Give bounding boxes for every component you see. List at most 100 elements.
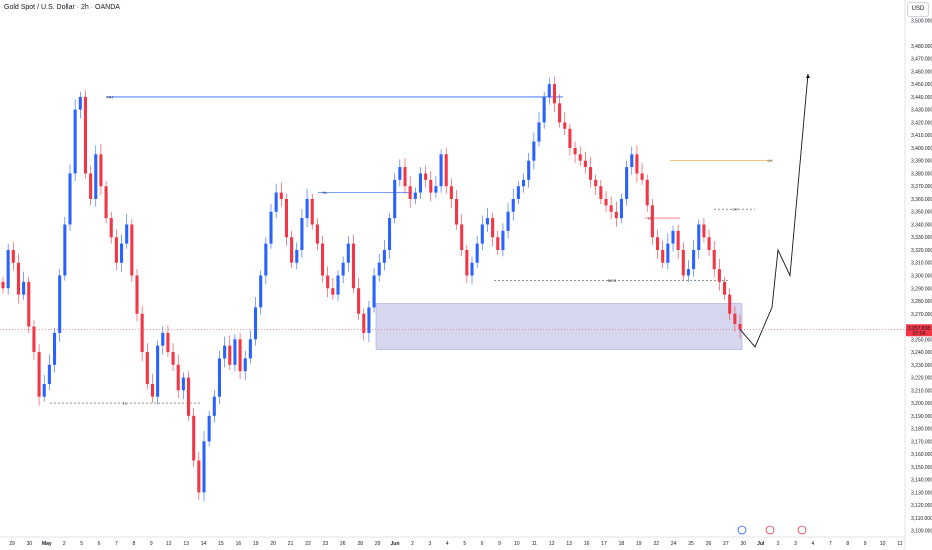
x-tick-label: 26 [706,541,712,547]
annotation-label: BOS [608,278,617,283]
candle-body [712,249,716,270]
candle-body [738,323,742,330]
candle-body [460,224,464,250]
candle-body [398,167,402,180]
x-tick-label: 16 [236,541,242,547]
candle-body [532,141,536,161]
candle-body [346,243,350,263]
y-tick-label: 3,360.000 [911,197,932,203]
candle-body [656,237,660,250]
candle-body [104,186,108,219]
candle-body [284,198,288,238]
candle-body [625,167,629,199]
y-tick-label: 3,280.000 [911,299,932,305]
candle-body [362,313,366,333]
y-tick-label: 3,450.000 [911,82,932,88]
candle-body [161,332,165,346]
candle-body [264,243,268,276]
candle-body [248,339,252,359]
us-flag-icon[interactable] [765,525,775,535]
candle-body [661,249,665,263]
y-tick-label: 3,310.000 [911,261,932,267]
demand-zone [375,303,743,350]
candle-body [6,249,10,289]
candle-body [217,358,221,397]
candle-body [315,224,319,244]
candle-body [583,160,587,168]
candle-body [717,269,721,282]
x-tick-label: 24 [671,541,677,547]
candle-body [22,281,26,295]
x-tick-label: 5 [463,541,466,547]
candle-body [496,237,500,250]
y-tick-label: 3,240.000 [911,350,932,356]
candle-body [243,358,247,372]
candle-body [516,186,520,199]
candle-body [16,262,20,295]
candle-body [47,364,51,384]
last-price-label: 3,257.838 [908,326,930,332]
candle-body [449,186,453,199]
currency-button[interactable]: USD [907,2,929,17]
y-tick-label: 3,150.000 [911,465,932,471]
candle-body [470,262,474,276]
x-tick-label: 3 [428,541,431,547]
candle-body [326,275,330,289]
candle-body [676,230,680,250]
lightning-icon[interactable] [737,525,747,535]
candle-body [697,224,701,250]
x-tick-label: 30 [741,541,747,547]
x-tick-label: 23 [323,541,329,547]
candle-body [439,154,443,187]
x-tick-label: 11 [532,541,537,547]
y-tick-label: 3,120.000 [911,503,932,509]
candle-body [707,237,711,250]
candle-body [455,198,459,225]
x-tick-label: May [42,541,52,547]
y-tick-label: 3,500.000 [911,18,932,24]
candle-body [233,339,237,365]
y-tick-label: 3,210.000 [911,388,932,394]
x-tick-label: 6 [98,541,101,547]
candle-body [78,96,82,110]
candle-body [723,281,727,295]
candle-body [94,154,98,199]
candle-body [171,352,175,365]
candle-body [11,249,15,263]
candle-body [475,243,479,263]
candle-body [269,211,273,244]
y-tick-label: 3,230.000 [911,363,932,369]
candle-body [408,186,412,199]
x-tick-label: 7 [829,541,832,547]
candle-body [357,288,361,314]
candle-body [367,307,371,333]
candle-body [130,224,134,276]
y-tick-label: 3,400.000 [911,146,932,152]
y-tick-label: 3,430.000 [911,108,932,114]
us-flag-icon[interactable] [797,525,807,535]
candle-body [156,345,160,397]
candle-body [120,243,124,263]
y-tick-label: 3,220.000 [911,376,932,382]
candle-body [310,198,314,225]
candle-body [290,237,294,263]
x-tick-label: 22 [305,541,311,547]
y-tick-label: 3,290.000 [911,286,932,292]
candle-body [418,173,422,193]
candle-body [702,224,706,238]
candle-body [295,249,299,263]
x-tick-label: 4 [812,541,815,547]
annotation-label: LL [123,401,128,406]
x-tick-label: 29 [9,541,15,547]
candle-body [619,198,623,219]
candle-body [424,173,428,180]
candle-body [321,243,325,276]
candle-body [305,198,309,219]
candle-body [202,441,206,493]
candle-body [135,275,139,314]
y-tick-label: 3,350.000 [911,210,932,216]
y-tick-label: 3,190.000 [911,414,932,420]
candle-body [259,275,263,308]
candle-body [274,192,278,212]
